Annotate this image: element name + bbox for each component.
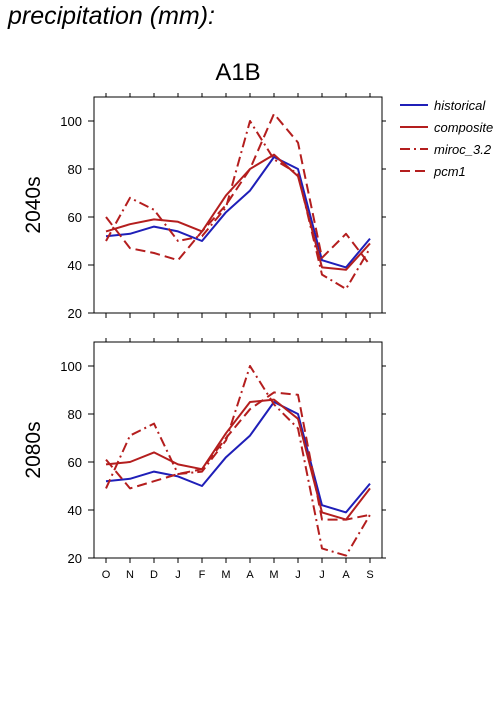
x-tick-label: M — [269, 569, 278, 581]
x-tick-label: M — [221, 569, 230, 581]
x-tick-label: N — [126, 569, 134, 581]
y-tick-label: 40 — [68, 503, 82, 518]
x-tick-label: O — [102, 569, 111, 581]
row-label: 2040s — [22, 176, 45, 233]
series-line-historical — [105, 401, 371, 514]
x-tick-label: J — [295, 569, 301, 581]
plot-frame — [93, 341, 383, 559]
y-tick-label: 20 — [68, 551, 82, 566]
page-title: precipitation (mm): — [8, 2, 215, 30]
y-tick-label: 100 — [60, 359, 82, 374]
x-tick-label: J — [319, 569, 325, 581]
legend-item: pcm1 — [400, 164, 466, 179]
series-line-miroc-3-2 — [105, 365, 371, 557]
legend: historical composite miroc_3.2 pcm1 — [400, 98, 493, 179]
y-tick-label: 20 — [68, 306, 82, 321]
chart-panel-2: 20 40 60 80 100 O N D J F M A M J J A S 2080s — [22, 338, 386, 581]
legend-item: historical — [400, 98, 486, 113]
legend-item: composite — [400, 120, 493, 135]
chart-panel-1: 20 40 60 80 100 2040s — [22, 93, 386, 321]
x-tick-label: A — [342, 569, 350, 581]
row-label: 2080s — [22, 421, 45, 478]
series-line-pcm1 — [105, 112, 371, 266]
plot-frame — [93, 96, 383, 314]
scenario-title: A1B — [215, 59, 260, 86]
y-tick-label: 60 — [68, 210, 82, 225]
y-tick-label: 40 — [68, 258, 82, 273]
x-tick-label: F — [199, 569, 206, 581]
series-line-composite — [105, 153, 371, 271]
series-line-pcm1 — [105, 391, 371, 521]
y-tick-label: 80 — [68, 407, 82, 422]
legend-label: composite — [434, 120, 493, 135]
series-line-composite — [105, 398, 371, 521]
y-tick-label: 60 — [68, 455, 82, 470]
legend-label: historical — [434, 98, 486, 113]
x-tick-label: A — [246, 569, 254, 581]
y-tick-label: 100 — [60, 114, 82, 129]
series-line-miroc-3-2 — [105, 120, 371, 290]
x-tick-label: J — [175, 569, 181, 581]
legend-label: pcm1 — [433, 164, 466, 179]
y-tick-label: 80 — [68, 162, 82, 177]
series-line-historical — [105, 156, 371, 269]
legend-item: miroc_3.2 — [400, 142, 492, 157]
x-tick-label: S — [366, 569, 373, 581]
x-tick-label: D — [150, 569, 158, 581]
legend-label: miroc_3.2 — [434, 142, 492, 157]
